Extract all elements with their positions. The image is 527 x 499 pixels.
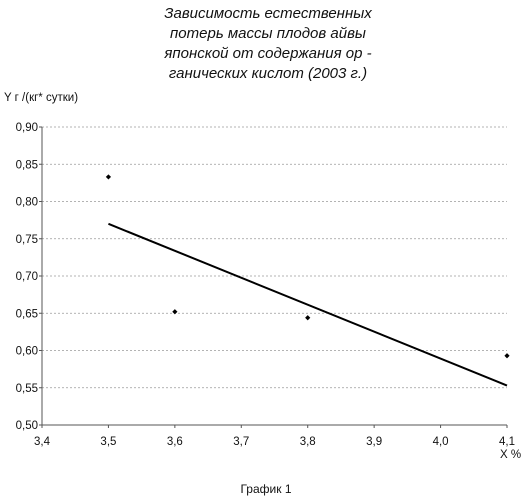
chart-title-line: Зависимость естественных [164,5,372,22]
y-tick-label: 0,85 [16,159,38,171]
y-axis-label: Y г /(кг* сутки) [4,92,78,104]
y-tick-label: 0,50 [16,420,38,432]
data-point [305,315,310,320]
chart-title-line: японской от содержания ор - [163,45,371,62]
trendline-group [108,224,507,386]
data-point [106,174,111,179]
x-tick-label: 4,1 [499,436,515,448]
chart-title-line: потерь массы плодов айвы [170,25,366,42]
x-tick-label: 3,7 [233,436,249,448]
x-tick-label: 3,4 [34,436,51,448]
trendline [108,224,507,386]
y-tick-label: 0,55 [16,383,38,395]
grid [42,127,507,388]
x-tick-label: 3,9 [366,436,382,448]
chart-caption: График 1 [240,482,291,496]
x-tick-label: 3,8 [300,436,316,448]
y-tick-label: 0,65 [16,308,38,320]
y-tick-label: 0,80 [16,197,38,209]
x-tick-label: 3,5 [100,436,116,448]
chart-title: Зависимость естественных потерь массы пло… [163,5,372,82]
chart-title-line: ганических кислот (2003 г.) [169,65,367,82]
y-tick-label: 0,70 [16,271,38,283]
y-tick-label: 0,75 [16,234,38,246]
x-tick-labels: 3,4 3,5 3,6 3,7 3,8 3,9 4,0 4,1 [34,425,515,448]
x-axis-label: X % [500,449,521,461]
y-tick-label: 0,60 [16,346,38,358]
data-point [172,309,177,314]
data-points [106,174,510,358]
y-tick-label: 0,90 [16,122,38,134]
x-tick-label: 4,0 [433,436,449,448]
y-tick-labels: 0,50 0,55 0,60 0,65 0,70 0,75 0,80 0,85 0,90 [16,122,42,432]
x-tick-label: 3,6 [167,436,183,448]
data-point [504,353,509,358]
